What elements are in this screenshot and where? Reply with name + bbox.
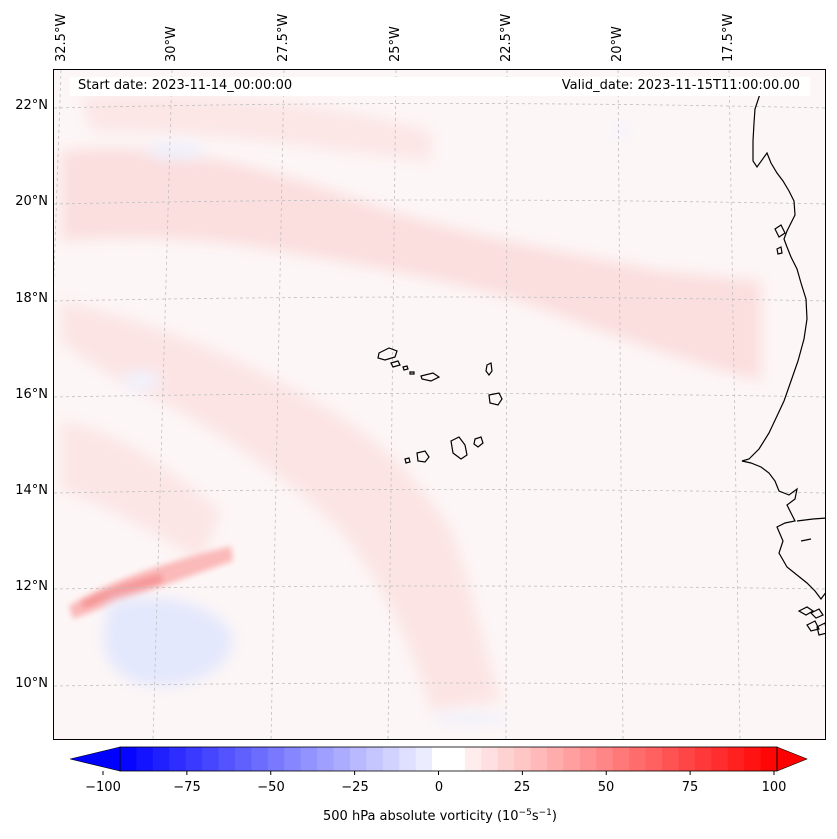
colorbar-segment [169,747,187,771]
colorbar-segment [645,747,663,771]
colorbar-segment [349,747,367,771]
colorbar-segment [464,747,482,771]
colorbar-segment [218,747,236,771]
vorticity-band-north [61,94,761,381]
lon-label-20w: 20°W [610,26,625,62]
colorbar-segment [317,747,335,771]
colorbar [70,746,808,775]
colorbar-tick-label: −50 [257,780,285,795]
colorbar-segment [382,747,400,771]
colorbar-tickmarks [102,771,775,775]
info-bar: Start date: 2023-11-14_00:00:00 Valid_da… [70,77,810,96]
start-date-label: Start date: 2023-11-14_00:00:00 [78,78,293,93]
colorbar-segment [185,747,203,771]
map-panel[interactable] [53,69,826,740]
colorbar-segment [267,747,285,771]
lat-label-14n: 14°N [15,483,48,498]
colorbar-segment [497,747,515,771]
colorbar-segment [744,747,762,771]
colorbar-segment [415,747,433,771]
africa-coastline [741,90,825,636]
colorbar-outline [119,746,778,772]
colorbar-segment [120,747,137,771]
lat-label-22n: 22°N [15,98,48,113]
colorbar-segment [596,747,614,771]
colorbar-segment [432,747,449,771]
colorbar-segment [481,747,499,771]
colorbar-tick-label: 100 [761,780,787,795]
valid-date-label: Valid_date: 2023-11-15T11:00:00.00 [561,78,800,93]
vorticity-filament-positive [69,546,233,619]
colorbar-segment [300,747,318,771]
colorbar-segment [629,747,647,771]
colorbar-tick-label: −100 [85,780,121,795]
colorbar-segment [448,747,466,771]
colorbar-segment [366,747,384,771]
lon-label-22-5w: 22.5°W [499,13,514,62]
colorbar-segment [399,747,417,771]
colorbar-segment [563,747,581,771]
colorbar-segment [678,747,696,771]
colorbar-segment [662,747,679,771]
colorbar-min-extension [70,746,121,772]
colorbar-segment [251,747,269,771]
colorbar-segment [284,747,302,771]
lon-label-27-5w: 27.5°W [276,13,291,62]
colorbar-tick-label: 50 [597,780,615,795]
colorbar-segment [760,747,778,771]
vorticity-map [54,70,825,739]
lat-label-10n: 10°N [15,676,48,691]
lat-label-16n: 16°N [15,387,48,402]
colorbar-segment [202,747,220,771]
vorticity-negative-patch [103,125,631,724]
graticule [54,70,825,739]
lon-label-32-5w: 32.5°W [54,13,69,62]
colorbar-segment [694,747,712,771]
lon-label-30w: 30°W [164,26,179,62]
colorbar-tick-label: 25 [513,780,531,795]
colorbar-tick-label: −25 [341,780,369,795]
colorbar-segment [234,747,252,771]
vorticity-band-central [61,301,501,711]
colorbar-segments [120,747,778,771]
colorbar-tick-label: 0 [434,780,444,795]
colorbar-segment [136,747,154,771]
lon-label-25w: 25°W [388,26,403,62]
colorbar-label: 500 hPa absolute vorticity (10−5s−1) [323,808,557,824]
lat-label-20n: 20°N [15,194,48,209]
colorbar-tick-label: 75 [681,780,699,795]
lon-label-17-5w: 17.5°W [721,13,736,62]
colorbar-segment [727,747,745,771]
colorbar-segment [530,747,548,771]
colorbar-max-extension [776,746,808,772]
colorbar-segment [711,747,729,771]
colorbar-segment [612,747,630,771]
lat-label-18n: 18°N [15,291,48,306]
colorbar-segment [514,747,532,771]
lat-label-12n: 12°N [15,579,48,594]
colorbar-segment [152,747,170,771]
colorbar-segment [547,747,564,771]
colorbar-segment [333,747,351,771]
colorbar-tick-label: −75 [173,780,201,795]
cape-verde-islands [377,347,503,464]
colorbar-segment [579,747,597,771]
